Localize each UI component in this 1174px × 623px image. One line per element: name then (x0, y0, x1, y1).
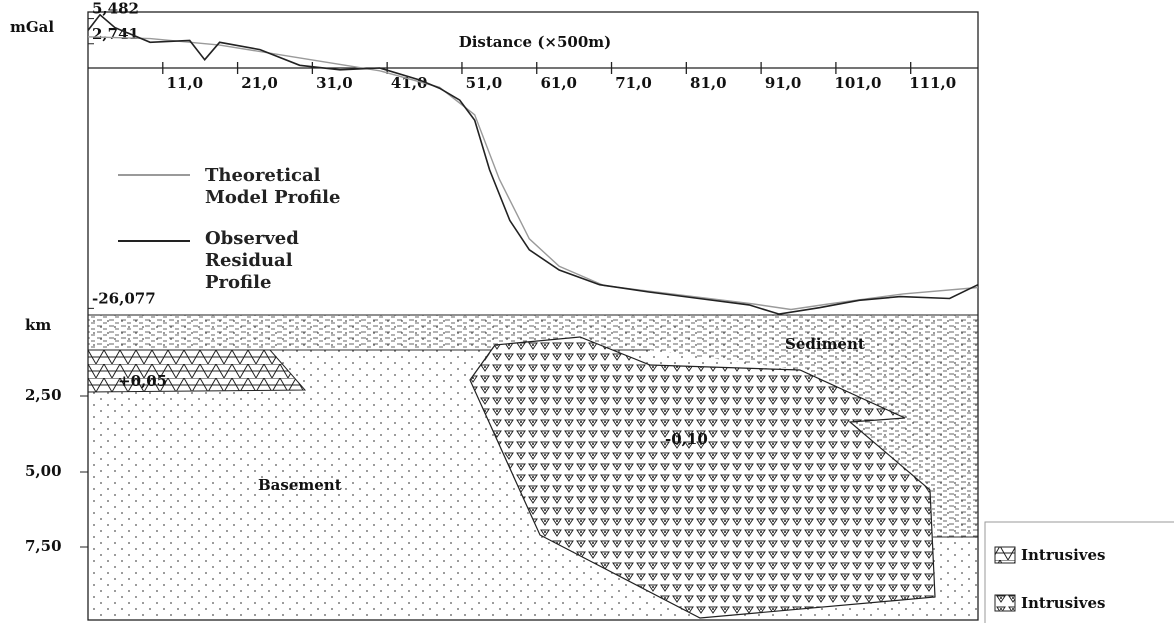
legend-label: Theoretical Model Profile (205, 165, 341, 208)
depth-unit: km (25, 316, 51, 334)
lower-intrusive-pattern (470, 337, 935, 618)
x-axis-title: Distance (×500m) (459, 33, 612, 51)
legend-icon (994, 546, 1016, 564)
x-tick-label: 111,0 (909, 74, 956, 92)
body-label: +0,05 (118, 372, 167, 390)
frame (87, 11, 979, 621)
depth-tick-label: 7,50 (25, 537, 62, 555)
legend-label: Intrusives (1021, 546, 1106, 564)
body-label: -0,10 (665, 430, 708, 448)
sediment-label: Sediment (785, 335, 865, 353)
profile-line (87, 13, 979, 315)
y-tick-label: -26,077 (92, 289, 156, 307)
y-axis-title: mGal (10, 18, 54, 36)
x-tick-label: 11,0 (167, 74, 204, 92)
y-tick-label: 5,482 (92, 0, 139, 18)
depth-tick-label: 5,00 (25, 462, 62, 480)
x-tick-label: 21,0 (241, 74, 278, 92)
x-tick-label: 71,0 (615, 74, 652, 92)
legend-frame (984, 521, 1174, 623)
sediment-wedge (650, 350, 978, 537)
basement-label: Basement (258, 476, 342, 494)
legend-label: Intrusives (1021, 594, 1106, 612)
legend-label: Observed Residual Profile (205, 228, 299, 293)
x-tick-label: 51,0 (466, 74, 503, 92)
x-tick-label: 61,0 (540, 74, 577, 92)
x-tick-label: 31,0 (316, 74, 353, 92)
upper-intrusive-pattern (88, 350, 305, 392)
profile-line (87, 36, 979, 311)
legend-icon (994, 594, 1016, 612)
x-tick-label: 91,0 (765, 74, 802, 92)
x-tick-label: 41,0 (391, 74, 428, 92)
x-tick-label: 101,0 (834, 74, 881, 92)
x-tick-label: 81,0 (690, 74, 727, 92)
depth-tick-label: 2,50 (25, 386, 62, 404)
